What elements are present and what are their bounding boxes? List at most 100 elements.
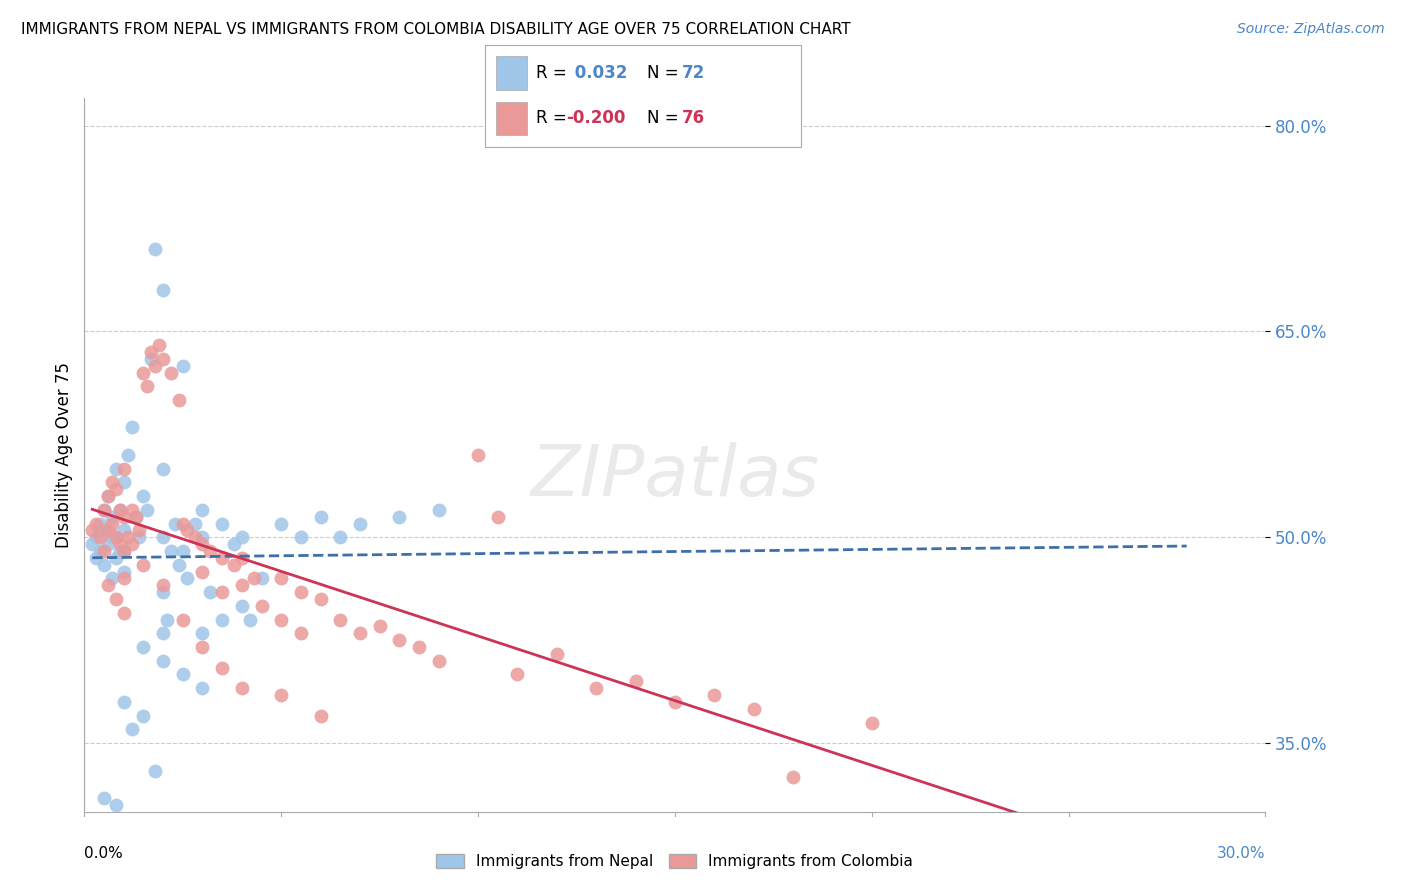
- Point: [506, 667, 529, 681]
- Point: [742, 702, 765, 716]
- Point: [172, 544, 194, 558]
- Point: [546, 647, 568, 661]
- Text: IMMIGRANTS FROM NEPAL VS IMMIGRANTS FROM COLOMBIA DISABILITY AGE OVER 75 CORRELA: IMMIGRANTS FROM NEPAL VS IMMIGRANTS FROM…: [21, 22, 851, 37]
- Point: [84, 550, 107, 565]
- Point: [143, 359, 166, 373]
- Point: [112, 544, 135, 558]
- Text: 72: 72: [682, 64, 706, 82]
- Point: [128, 524, 150, 538]
- Point: [93, 544, 115, 558]
- Point: [250, 571, 273, 585]
- Text: R =: R =: [536, 110, 567, 128]
- Point: [160, 366, 183, 380]
- Point: [467, 448, 489, 462]
- Point: [160, 544, 183, 558]
- Point: [176, 524, 198, 538]
- Point: [152, 626, 174, 640]
- Point: [388, 509, 411, 524]
- Point: [108, 503, 131, 517]
- Text: 0.0%: 0.0%: [84, 846, 124, 861]
- Point: [97, 489, 120, 503]
- Point: [136, 379, 159, 393]
- Point: [585, 681, 607, 696]
- Point: [89, 530, 111, 544]
- Point: [112, 544, 135, 558]
- Point: [270, 516, 292, 531]
- Point: [89, 516, 111, 531]
- Text: 0.032: 0.032: [569, 64, 628, 82]
- Point: [349, 626, 371, 640]
- Point: [222, 537, 245, 551]
- Point: [101, 509, 124, 524]
- Point: [136, 503, 159, 517]
- Point: [104, 530, 127, 544]
- Text: -0.200: -0.200: [567, 110, 626, 128]
- Point: [408, 640, 430, 654]
- Point: [200, 544, 222, 558]
- Point: [124, 509, 146, 524]
- Point: [191, 640, 214, 654]
- Point: [101, 571, 124, 585]
- Point: [143, 242, 166, 256]
- Point: [128, 530, 150, 544]
- Point: [172, 359, 194, 373]
- Point: [191, 681, 214, 696]
- Point: [172, 667, 194, 681]
- Point: [309, 592, 332, 607]
- Point: [124, 509, 146, 524]
- Point: [427, 654, 450, 668]
- Point: [782, 771, 804, 785]
- Point: [117, 448, 139, 462]
- Point: [121, 723, 143, 737]
- Point: [108, 503, 131, 517]
- Point: [239, 613, 262, 627]
- Legend: Immigrants from Nepal, Immigrants from Colombia: Immigrants from Nepal, Immigrants from C…: [430, 848, 920, 875]
- Point: [191, 530, 214, 544]
- Point: [143, 764, 166, 778]
- Point: [290, 530, 312, 544]
- Point: [104, 592, 127, 607]
- Point: [152, 654, 174, 668]
- Point: [290, 626, 312, 640]
- Point: [163, 516, 186, 531]
- Point: [132, 558, 155, 572]
- Point: [172, 516, 194, 531]
- Point: [703, 688, 725, 702]
- Point: [191, 626, 214, 640]
- Text: Source: ZipAtlas.com: Source: ZipAtlas.com: [1237, 22, 1385, 37]
- Point: [104, 797, 127, 812]
- Text: 30.0%: 30.0%: [1218, 846, 1265, 861]
- Point: [152, 578, 174, 592]
- Point: [82, 537, 104, 551]
- Point: [104, 482, 127, 496]
- Point: [211, 585, 233, 599]
- Point: [211, 613, 233, 627]
- Point: [270, 571, 292, 585]
- Point: [104, 530, 127, 544]
- Point: [104, 550, 127, 565]
- Point: [148, 338, 170, 352]
- Point: [211, 550, 233, 565]
- Point: [104, 461, 127, 475]
- Point: [108, 544, 131, 558]
- Point: [270, 613, 292, 627]
- Point: [270, 688, 292, 702]
- Point: [132, 366, 155, 380]
- Point: [132, 489, 155, 503]
- Point: [167, 558, 190, 572]
- Point: [860, 715, 883, 730]
- Point: [152, 585, 174, 599]
- Point: [231, 550, 253, 565]
- Point: [117, 530, 139, 544]
- Point: [183, 516, 205, 531]
- Point: [152, 283, 174, 297]
- Point: [93, 558, 115, 572]
- Point: [231, 578, 253, 592]
- Point: [368, 619, 391, 633]
- Point: [388, 633, 411, 648]
- Text: 76: 76: [682, 110, 704, 128]
- Point: [121, 503, 143, 517]
- Point: [141, 345, 163, 359]
- Point: [97, 537, 120, 551]
- Point: [112, 475, 135, 490]
